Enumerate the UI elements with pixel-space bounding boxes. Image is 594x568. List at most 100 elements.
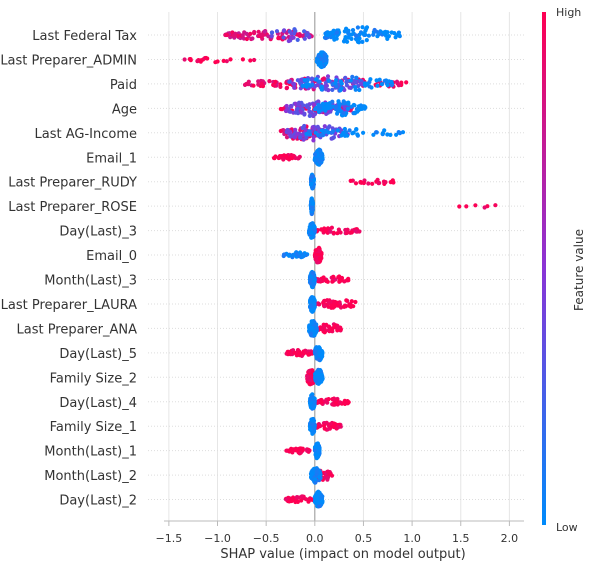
shap-point	[263, 29, 267, 33]
shap-point	[373, 28, 377, 32]
shap-point	[354, 181, 358, 185]
shap-point	[288, 110, 292, 114]
shap-point	[485, 204, 489, 208]
shap-point	[279, 107, 283, 111]
shap-point	[276, 36, 280, 40]
shap-point	[353, 300, 357, 304]
shap-point	[250, 36, 254, 40]
shap-point	[267, 79, 271, 83]
shap-point	[330, 304, 334, 308]
shap-point	[322, 299, 326, 303]
shap-point	[248, 58, 252, 62]
shap-point	[314, 248, 318, 252]
shap-point	[287, 254, 291, 258]
shap-point	[216, 59, 220, 63]
shap-point	[319, 64, 323, 68]
shap-point	[324, 58, 328, 62]
shap-point	[344, 35, 348, 39]
feature-label: Day(Last)_5	[59, 347, 137, 362]
feature-labels: Last Federal TaxLast Preparer_ADMINPaidA…	[0, 29, 137, 509]
shap-point	[310, 231, 314, 235]
feature-label: Last Preparer_ANA	[16, 322, 137, 337]
shap-point	[183, 57, 187, 61]
shap-point	[314, 453, 318, 457]
shap-point	[343, 134, 347, 138]
shap-point	[308, 114, 312, 118]
shap-point	[313, 499, 317, 503]
shap-point	[319, 401, 323, 405]
x-tick-label: 0.5	[355, 532, 373, 545]
shap-point	[327, 397, 331, 401]
feature-label: Month(Last)_2	[44, 469, 137, 484]
shap-point	[289, 104, 293, 108]
shap-point	[365, 82, 369, 86]
shap-point	[298, 250, 302, 254]
shap-point	[314, 354, 318, 358]
shap-point	[259, 33, 263, 37]
shap-point	[311, 186, 315, 190]
shap-point	[346, 228, 350, 232]
shap-point	[287, 80, 291, 84]
shap-point	[318, 104, 322, 108]
feature-label: Day(Last)_4	[59, 396, 137, 411]
shap-point	[302, 254, 306, 258]
feature-label: Day(Last)_3	[59, 225, 137, 240]
shap-point	[326, 470, 330, 474]
shap-point	[395, 80, 399, 84]
shap-point	[298, 34, 302, 38]
shap-point	[335, 426, 339, 430]
shap-point	[319, 50, 323, 54]
shap-point	[357, 88, 361, 92]
shap-point	[390, 30, 394, 34]
shap-point	[348, 128, 352, 132]
shap-point	[311, 202, 315, 206]
shap-point	[355, 132, 359, 136]
shap-point	[297, 102, 301, 106]
shap-point	[323, 325, 327, 329]
shap-point	[343, 76, 347, 80]
shap-point	[361, 31, 365, 35]
shap-point	[290, 497, 294, 501]
shap-point	[287, 39, 291, 43]
shap-point	[301, 103, 305, 107]
shap-point	[336, 304, 340, 308]
shap-point	[305, 103, 309, 107]
shap-point	[252, 58, 256, 62]
shap-point	[320, 129, 324, 133]
shap-point	[289, 31, 293, 35]
colorbar-high-label: High	[556, 6, 581, 19]
shap-point	[327, 301, 331, 305]
shap-point	[391, 178, 395, 182]
shap-point	[324, 87, 328, 91]
shap-point	[376, 178, 380, 182]
shap-point	[292, 82, 296, 86]
shap-point	[473, 203, 477, 207]
shap-point	[371, 133, 375, 137]
shap-point	[385, 132, 389, 136]
shap-point	[349, 78, 353, 82]
shap-point	[270, 34, 274, 38]
shap-point	[375, 78, 379, 82]
shap-point	[317, 445, 321, 449]
shap-point	[331, 136, 335, 140]
shap-point	[273, 80, 277, 84]
shap-point	[322, 304, 326, 308]
shap-point	[315, 157, 319, 161]
shap-point	[319, 133, 323, 137]
shap-point	[344, 27, 348, 31]
shap-point	[330, 88, 334, 92]
shap-point	[354, 127, 358, 131]
shap-point	[337, 101, 341, 105]
shap-point	[332, 300, 336, 304]
shap-point	[312, 426, 316, 430]
shap-point	[328, 230, 332, 234]
colorbar-low-label: Low	[556, 521, 578, 534]
feature-label: Last Preparer_LAURA	[1, 298, 137, 313]
shap-point	[330, 130, 334, 134]
shap-point	[312, 135, 316, 139]
shap-point	[314, 346, 318, 350]
shap-point	[340, 278, 344, 282]
colorbar: High Low Feature value	[542, 6, 586, 534]
shap-point	[304, 497, 308, 501]
shap-point	[327, 79, 331, 83]
